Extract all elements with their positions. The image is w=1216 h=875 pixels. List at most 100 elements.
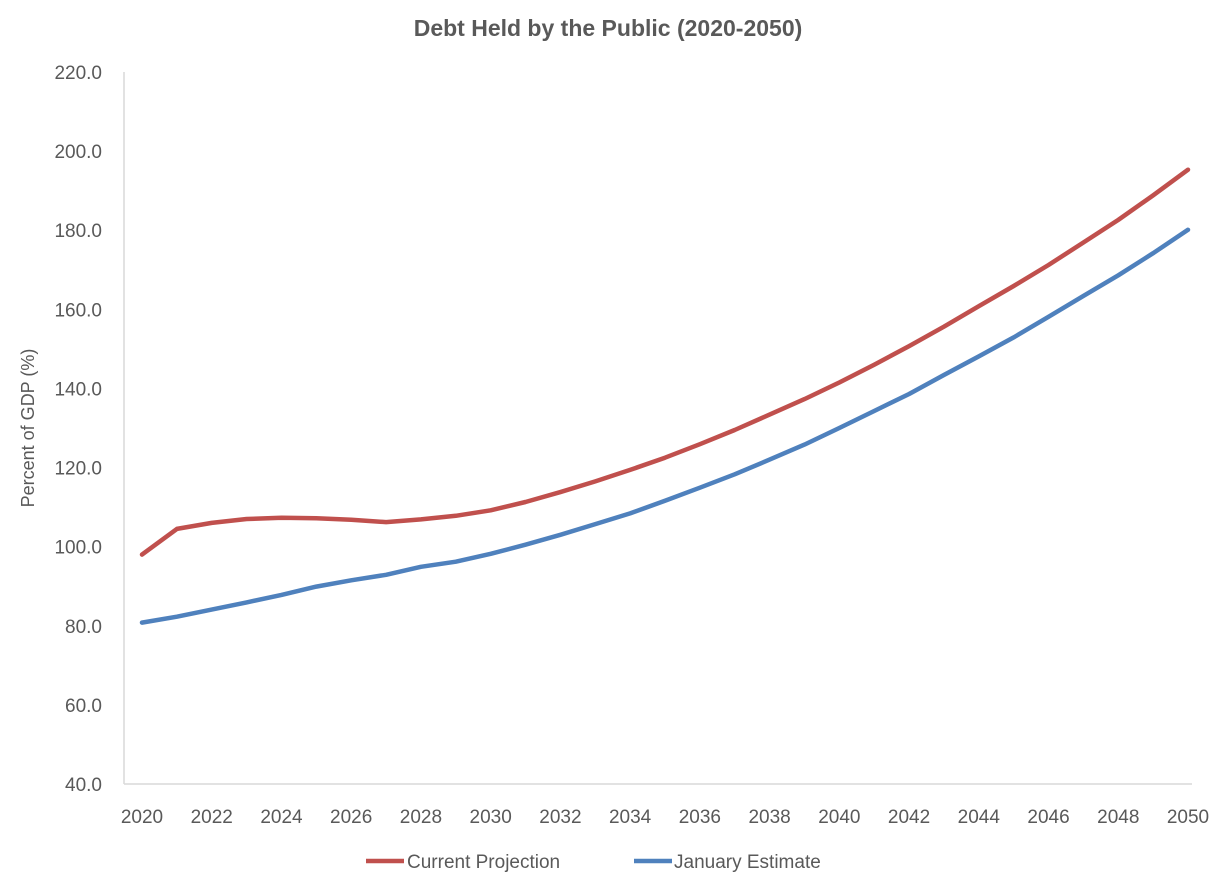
x-tick-label: 2044 bbox=[958, 807, 1001, 828]
data-point bbox=[628, 511, 632, 515]
data-point bbox=[698, 486, 702, 490]
data-point bbox=[1081, 240, 1085, 244]
series-line-january-estimate bbox=[139, 227, 1191, 625]
x-tick-label: 2038 bbox=[748, 807, 790, 828]
x-tick-label: 2030 bbox=[470, 807, 512, 828]
data-point bbox=[663, 499, 667, 503]
chart-title: Debt Held by the Public (2020-2050) bbox=[414, 15, 803, 41]
data-point bbox=[314, 584, 318, 588]
y-axis-ticks: 40.0 60.0 80.0 100.0 120.0 140.0 160.0 180.0 200… bbox=[54, 63, 102, 796]
data-point bbox=[837, 426, 841, 430]
data-point bbox=[279, 516, 283, 520]
data-point bbox=[628, 468, 632, 472]
x-tick-label: 2048 bbox=[1097, 807, 1139, 828]
data-point bbox=[1081, 294, 1085, 298]
data-point bbox=[558, 490, 562, 494]
x-tick-label: 2040 bbox=[818, 807, 860, 828]
y-axis-title: Percent of GDP (%) bbox=[18, 349, 38, 508]
x-tick-label: 2026 bbox=[330, 807, 372, 828]
data-point bbox=[1012, 335, 1016, 339]
data-point bbox=[1116, 273, 1120, 277]
data-point bbox=[663, 456, 667, 460]
data-point bbox=[175, 615, 179, 619]
x-tick-label: 2028 bbox=[400, 807, 442, 828]
data-point bbox=[140, 552, 144, 556]
data-point bbox=[244, 517, 248, 521]
data-point bbox=[1151, 251, 1155, 255]
data-point bbox=[907, 344, 911, 348]
series-line-current-projection bbox=[139, 167, 1191, 557]
x-tick-label: 2032 bbox=[539, 807, 581, 828]
data-point bbox=[419, 565, 423, 569]
data-point bbox=[907, 392, 911, 396]
data-point bbox=[1186, 168, 1190, 172]
data-point bbox=[384, 573, 388, 577]
data-point bbox=[489, 552, 493, 556]
data-point bbox=[314, 516, 318, 520]
data-point bbox=[767, 412, 771, 416]
legend-label: January Estimate bbox=[674, 852, 821, 873]
x-axis-ticks: 2020 2022 2024 2026 2028 2030 2032 2034 2036 2038… bbox=[121, 807, 1209, 828]
data-point bbox=[210, 521, 214, 525]
data-point bbox=[872, 363, 876, 367]
data-point bbox=[558, 533, 562, 537]
data-point bbox=[454, 560, 458, 564]
y-tick-label: 60.0 bbox=[65, 696, 102, 717]
series-lines bbox=[139, 167, 1191, 625]
x-tick-label: 2020 bbox=[121, 807, 163, 828]
y-tick-label: 40.0 bbox=[65, 775, 102, 796]
data-point bbox=[349, 578, 353, 582]
data-point bbox=[419, 517, 423, 521]
y-tick-label: 220.0 bbox=[54, 63, 102, 84]
x-tick-label: 2024 bbox=[260, 807, 303, 828]
y-tick-label: 80.0 bbox=[65, 617, 102, 638]
legend-label: Current Projection bbox=[407, 852, 560, 873]
data-point bbox=[802, 442, 806, 446]
y-tick-label: 180.0 bbox=[54, 221, 102, 242]
data-point bbox=[349, 518, 353, 522]
y-tick-label: 160.0 bbox=[54, 300, 102, 321]
y-tick-label: 200.0 bbox=[54, 142, 102, 163]
y-tick-label: 120.0 bbox=[54, 459, 102, 480]
data-point bbox=[523, 543, 527, 547]
data-point bbox=[523, 500, 527, 504]
data-point bbox=[244, 600, 248, 604]
data-point bbox=[733, 428, 737, 432]
data-point bbox=[1116, 218, 1120, 222]
x-tick-label: 2036 bbox=[679, 807, 721, 828]
data-point bbox=[454, 514, 458, 518]
x-tick-label: 2046 bbox=[1027, 807, 1069, 828]
data-point bbox=[1186, 228, 1190, 232]
data-point bbox=[1046, 315, 1050, 319]
data-point bbox=[802, 397, 806, 401]
x-tick-label: 2022 bbox=[191, 807, 233, 828]
data-point bbox=[872, 409, 876, 413]
data-point bbox=[733, 472, 737, 476]
data-point bbox=[767, 457, 771, 461]
data-point bbox=[1012, 284, 1016, 288]
data-point bbox=[1151, 193, 1155, 197]
x-tick-label: 2042 bbox=[888, 807, 930, 828]
data-point bbox=[593, 479, 597, 483]
y-tick-label: 100.0 bbox=[54, 538, 102, 559]
data-point bbox=[1046, 263, 1050, 267]
data-point bbox=[593, 522, 597, 526]
data-point bbox=[279, 593, 283, 597]
data-point bbox=[140, 620, 144, 624]
data-point bbox=[698, 442, 702, 446]
data-point bbox=[942, 325, 946, 329]
data-point bbox=[837, 380, 841, 384]
y-tick-label: 140.0 bbox=[54, 379, 102, 400]
data-point bbox=[489, 508, 493, 512]
x-tick-label: 2050 bbox=[1167, 807, 1209, 828]
data-point bbox=[942, 373, 946, 377]
data-point bbox=[210, 607, 214, 611]
data-point bbox=[977, 354, 981, 358]
data-point bbox=[977, 304, 981, 308]
chart-legend: Current Projection January Estimate bbox=[366, 852, 821, 873]
x-tick-label: 2034 bbox=[609, 807, 652, 828]
data-point bbox=[384, 520, 388, 524]
data-point bbox=[175, 527, 179, 531]
